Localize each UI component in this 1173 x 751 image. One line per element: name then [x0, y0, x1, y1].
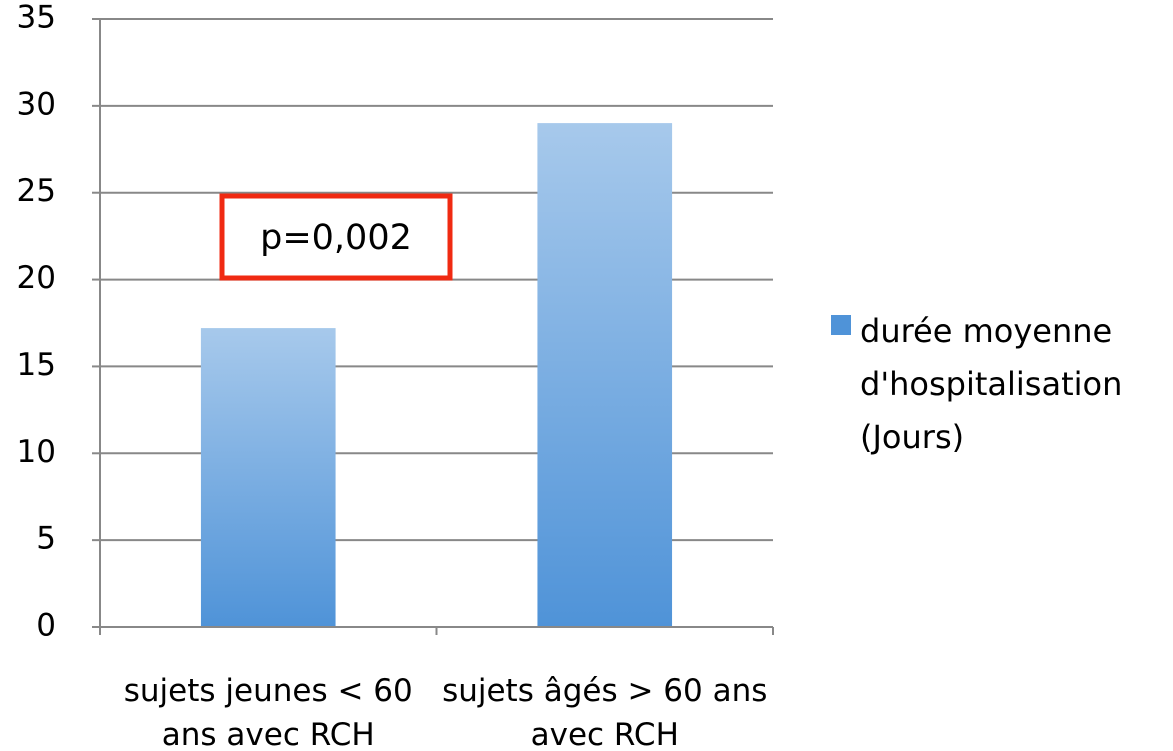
- y-tick-label: 0: [36, 608, 56, 644]
- bar-shade: [537, 123, 673, 627]
- legend-label: durée moyenne d'hospitalisation (Jours): [860, 312, 1123, 456]
- y-tick-label: 30: [17, 86, 56, 122]
- y-tick-label: 10: [17, 434, 56, 470]
- legend-swatch: [831, 315, 851, 335]
- x-tick-label: sujets âgés > 60 ans avec RCH: [442, 673, 768, 751]
- y-tick-label: 5: [36, 521, 56, 557]
- annotation-box: [219, 193, 453, 281]
- x-tick-label: sujets jeunes < 60 ans avec RCH: [123, 673, 413, 751]
- y-tick-label: 25: [17, 173, 56, 209]
- y-tick-label: 35: [17, 0, 56, 36]
- y-tick-label: 15: [17, 347, 56, 383]
- bar-shade: [200, 328, 336, 627]
- annotation: p=0,002: [260, 218, 412, 258]
- y-tick-label: 20: [17, 260, 56, 296]
